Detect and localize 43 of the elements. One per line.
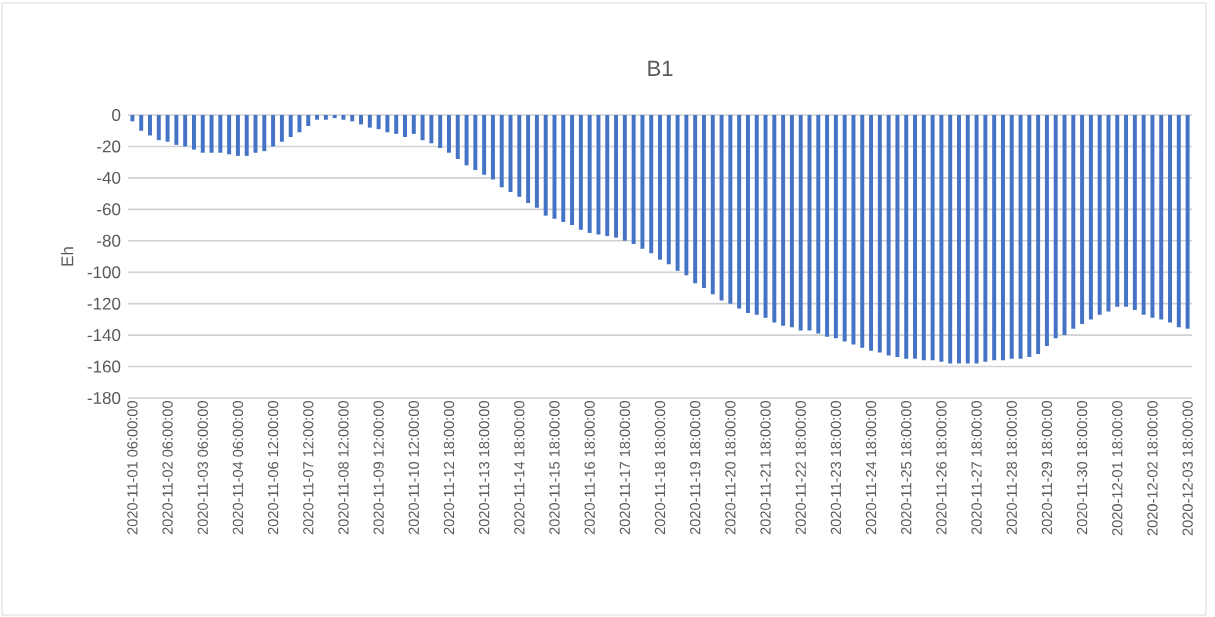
x-tick-label: 2020-12-01 18:00:00: [1112, 401, 1123, 536]
x-tick-label: 2020-11-06 12:00:00: [267, 401, 279, 535]
y-tick-label: -80: [97, 234, 121, 247]
x-tick-label: 2020-11-18 18:00:00: [654, 401, 666, 535]
x-tick-label: 2020-11-10 12:00:00: [408, 401, 419, 535]
x-tick-label: 2020-12-02 18:00:00: [1147, 401, 1158, 536]
x-tick-label: 2020-11-23 18:00:00: [830, 401, 842, 535]
x-tick-label: 2020-11-13 18:00:00: [478, 401, 490, 535]
x-tick-label: 2020-11-03 06:00:00: [197, 401, 208, 535]
x-tick-label: 2020-11-28 18:00:00: [1006, 401, 1017, 535]
x-tick-label: 2020-11-16 18:00:00: [584, 401, 595, 535]
x-tick-label: 2020-11-08 12:00:00: [338, 401, 349, 535]
x-tick-label: 2020-11-29 18:00:00: [1041, 401, 1053, 535]
x-tick-label: 2020-11-22 18:00:00: [795, 401, 806, 535]
y-axis-title: Eh: [60, 247, 74, 266]
x-tick-label: 2020-11-17 18:00:00: [619, 401, 631, 535]
x-tick-label: 2020-11-20 18:00:00: [725, 401, 736, 535]
x-tick-label: 2020-11-21 18:00:00: [760, 401, 771, 535]
x-tick-label: 2020-11-01 06:00:00: [127, 401, 138, 535]
y-tick-label: -120: [87, 297, 121, 310]
x-tick-label: 2020-12-03 18:00:00: [1182, 401, 1193, 536]
x-tick-label: 2020-11-14 18:00:00: [514, 401, 525, 535]
y-tick-label: 0: [112, 109, 121, 122]
y-tick-label: -20: [97, 140, 121, 153]
y-tick-label: -60: [97, 203, 121, 216]
x-tick-label: 2020-11-25 18:00:00: [901, 401, 912, 535]
x-tick-label: 2020-11-07 12:00:00: [303, 401, 314, 535]
x-tick-label: 2020-11-02 06:00:00: [162, 401, 173, 535]
x-tick-label: 2020-11-19 18:00:00: [690, 401, 701, 535]
y-tick-label: -100: [87, 266, 121, 279]
y-tick-label: -160: [87, 360, 121, 373]
x-tick-label: 2020-11-26 18:00:00: [936, 401, 947, 535]
x-tick-label: 2020-11-30 18:00:00: [1076, 401, 1088, 535]
x-tick-label: 2020-11-12 18:00:00: [443, 401, 455, 535]
x-tick-label: 2020-11-24 18:00:00: [865, 401, 877, 535]
x-tick-label: 2020-11-04 06:00:00: [232, 401, 244, 535]
x-tick-label: 2020-11-27 18:00:00: [971, 401, 982, 535]
y-tick-label: -140: [87, 329, 121, 342]
x-tick-label: 2020-11-09 12:00:00: [373, 401, 384, 535]
x-tick-label: 2020-11-15 18:00:00: [549, 401, 560, 535]
y-tick-label: -180: [87, 392, 121, 405]
y-tick-label: -40: [97, 171, 121, 184]
chart-title: B1: [648, 60, 673, 76]
